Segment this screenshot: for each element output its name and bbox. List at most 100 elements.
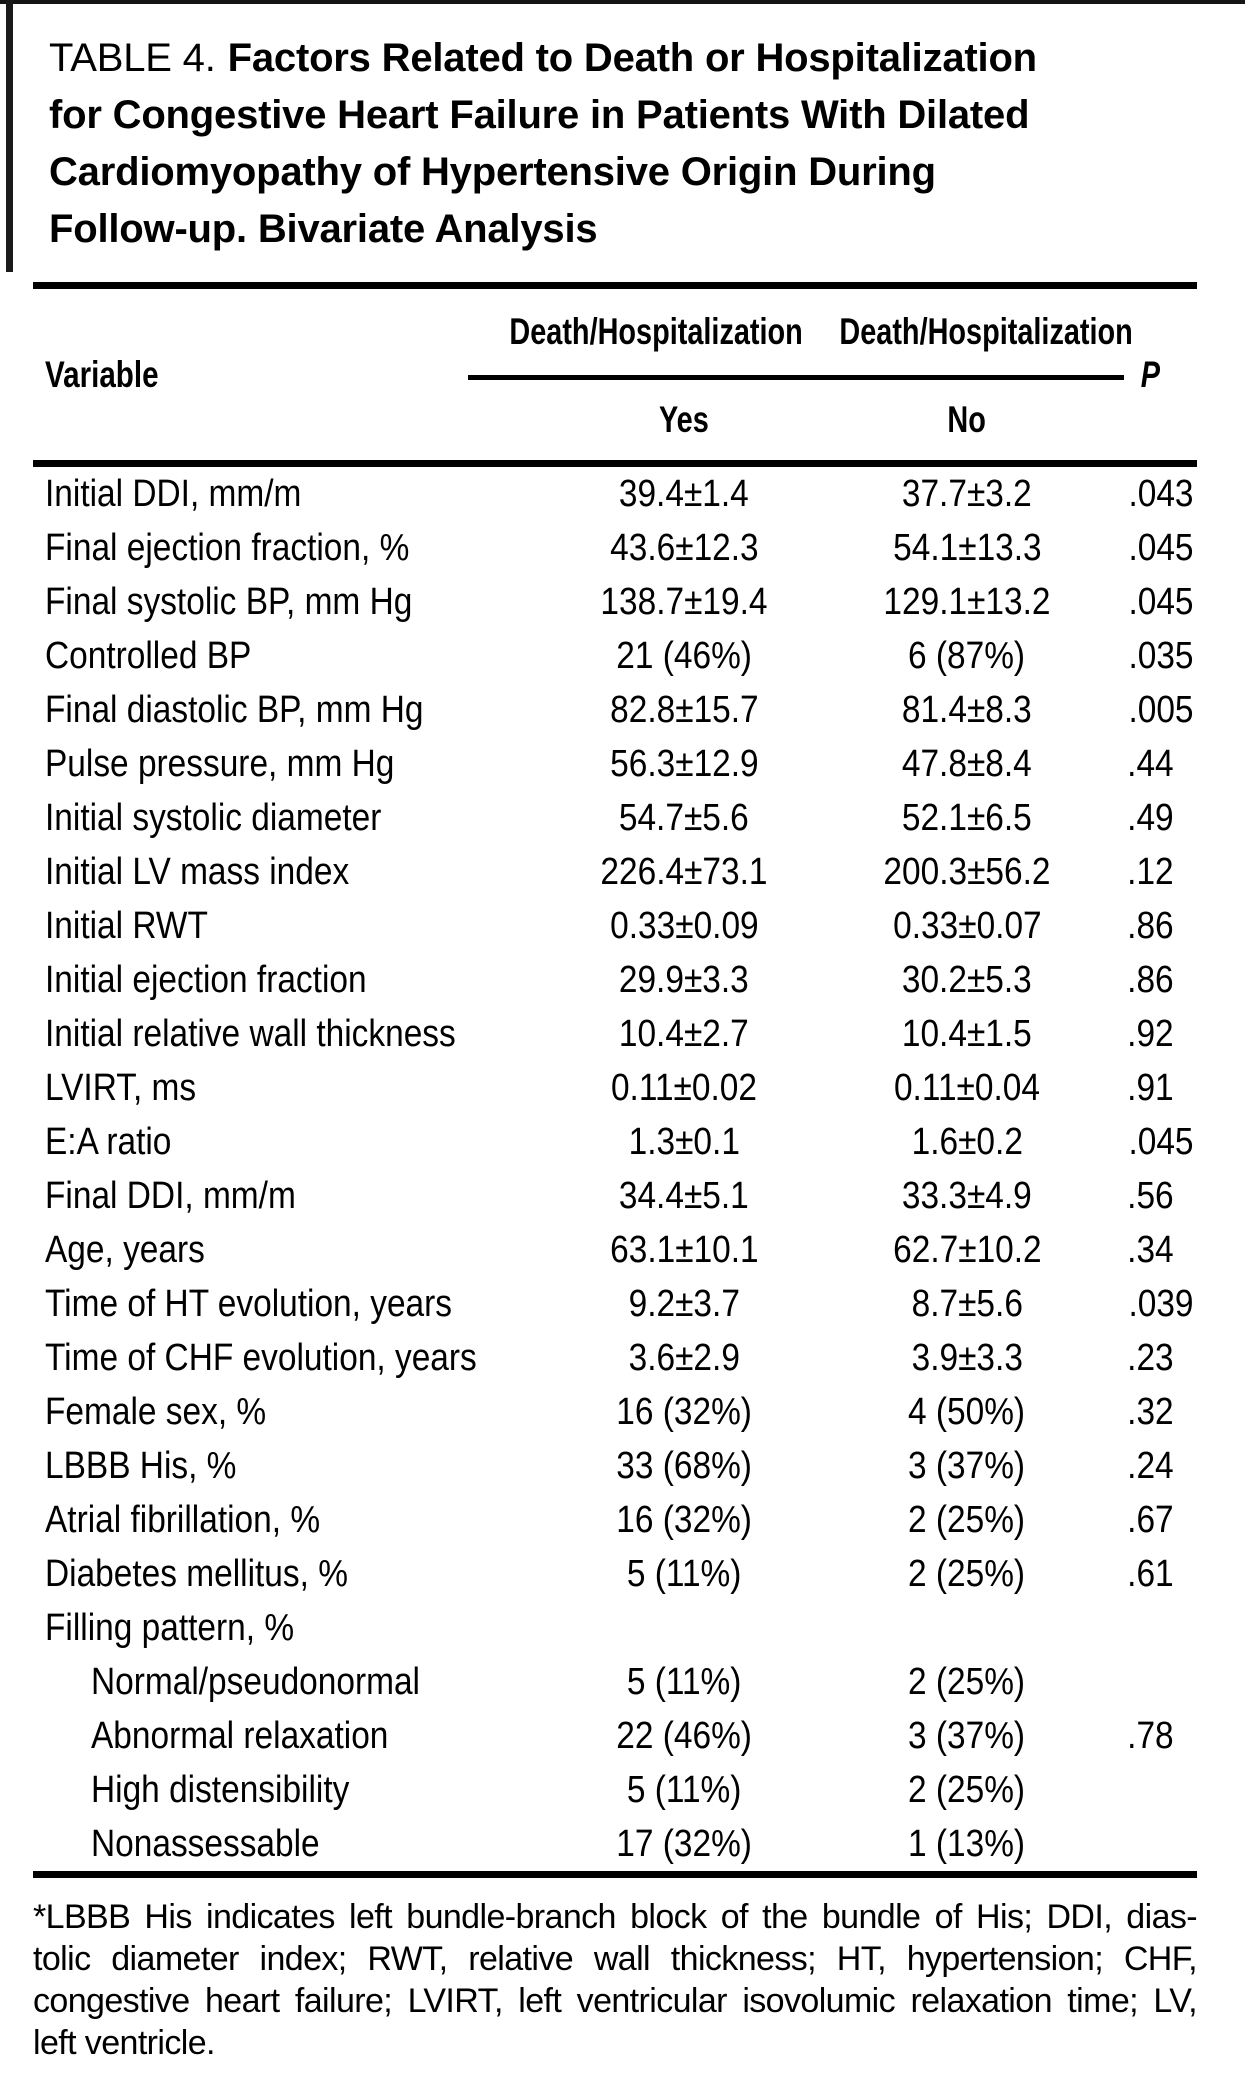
footnote-line: left ventricle.: [33, 2024, 215, 2062]
p-value-cell: .045: [1124, 1115, 1197, 1169]
yes-value-cell-text: 0.11±0.02: [610, 1066, 758, 1109]
no-value-cell: 2 (25%): [798, 1493, 1124, 1547]
table-row: Controlled BP 21 (46%) 6 (87%) .035: [33, 629, 1197, 683]
yes-value-cell-text: 16 (32%): [616, 1390, 752, 1433]
no-value-cell-text: 129.1±13.2: [883, 580, 1051, 623]
p-value-cell: .039: [1124, 1277, 1197, 1331]
yes-value-cell: 43.6±12.3: [468, 521, 798, 575]
yes-value-cell-text: 17 (32%): [616, 1822, 752, 1865]
yes-value-cell: 16 (32%): [468, 1493, 798, 1547]
p-value-cell-text: .91: [1127, 1066, 1174, 1109]
variable-cell: Time of CHF evolution, years: [33, 1331, 477, 1385]
table-row: Final systolic BP, mm Hg 138.7±19.4 129.1±…: [33, 575, 1197, 629]
variable-cell: Pulse pressure, mm Hg: [33, 737, 468, 791]
variable-cell-text: Normal/pseudonormal: [91, 1660, 420, 1703]
yes-value-cell: 54.7±5.6: [468, 791, 798, 845]
no-value-cell-text: 2 (25%): [908, 1660, 1026, 1703]
table-row: Initial DDI, mm/m 39.4±1.4 37.7±3.2 .043: [33, 464, 1197, 522]
p-value-cell: .045: [1124, 521, 1197, 575]
variable-cell: Final systolic BP, mm Hg: [33, 575, 468, 629]
no-value-cell: 200.3±56.2: [798, 845, 1124, 899]
p-value-cell-text: .32: [1127, 1390, 1174, 1433]
variable-cell: Initial ejection fraction: [33, 953, 468, 1007]
no-value-cell-text: 2 (25%): [908, 1498, 1026, 1541]
no-value-cell-text: 10.4±1.5: [902, 1012, 1032, 1055]
no-value-cell-text: 3 (37%): [908, 1444, 1026, 1487]
yes-value-cell-text: 54.7±5.6: [619, 796, 749, 839]
no-value-cell-text: 8.7±5.6: [911, 1282, 1023, 1325]
variable-cell: Final DDI, mm/m: [33, 1169, 468, 1223]
no-value-cell-text: 6 (87%): [908, 634, 1026, 677]
variable-cell: Female sex, %: [33, 1385, 468, 1439]
table-row: Final ejection fraction, % 43.6±12.3 54.1±…: [33, 521, 1197, 575]
yes-value-cell-text: 10.4±2.7: [619, 1012, 749, 1055]
variable-cell-text: LVIRT, ms: [45, 1066, 197, 1109]
p-value-cell: .86: [1124, 953, 1197, 1007]
variable-cell: Final diastolic BP, mm Hg: [33, 683, 468, 737]
yes-value-cell: 226.4±73.1: [468, 845, 798, 899]
yes-value-cell: 56.3±12.9: [468, 737, 798, 791]
no-value-cell: 10.4±1.5: [798, 1007, 1124, 1061]
scan-edge-artifact-left: [6, 0, 13, 272]
no-value-cell-text: 0.33±0.07: [892, 904, 1042, 947]
table-row: Time of CHF evolution, years 3.6±2.9 3.9±3…: [33, 1331, 1197, 1385]
no-value-cell: 52.1±6.5: [798, 791, 1124, 845]
no-value-cell-text: 0.11±0.04: [893, 1066, 1041, 1109]
variable-cell: Final ejection fraction, %: [33, 521, 468, 575]
variable-cell-text: Final ejection fraction, %: [45, 526, 410, 569]
yes-value-cell: 0.33±0.09: [468, 899, 798, 953]
yes-value-cell-text: 39.4±1.4: [619, 472, 749, 515]
variable-cell: Normal/pseudonormal: [33, 1655, 468, 1709]
no-value-cell-text: 3 (37%): [908, 1714, 1026, 1757]
table-row: Initial ejection fraction 29.9±3.3 30.2±5.…: [33, 953, 1197, 1007]
variable-cell-text: Final DDI, mm/m: [45, 1174, 296, 1217]
variable-cell: High distensibility: [33, 1763, 468, 1817]
no-value-cell-text: 47.8±8.4: [902, 742, 1032, 785]
no-value-cell: 3.9±3.3: [798, 1331, 1124, 1385]
variable-cell: Initial systolic diameter: [33, 791, 468, 845]
yes-value-cell-text: 1.3±0.1: [628, 1120, 740, 1163]
p-value-cell: .49: [1124, 791, 1197, 845]
no-value-cell: 81.4±8.3: [798, 683, 1124, 737]
no-value-cell-text: 2 (25%): [908, 1768, 1026, 1811]
table-number-label: TABLE 4.: [49, 36, 216, 80]
yes-value-cell-text: 16 (32%): [616, 1498, 752, 1541]
table-row: Abnormal relaxation 22 (46%) 3 (37%) .78: [33, 1709, 1197, 1763]
yes-value-cell-text: 63.1±10.1: [609, 1228, 759, 1271]
variable-cell-text: LBBB His, %: [45, 1444, 237, 1487]
no-value-cell-text: 37.7±3.2: [902, 472, 1032, 515]
p-value-cell: [1124, 1601, 1197, 1655]
variable-cell-text: Filling pattern, %: [45, 1606, 295, 1649]
paper-table-figure: TABLE 4. Factors Related to Death or Hosp…: [33, 30, 1198, 2064]
p-value-cell-text: .043: [1128, 472, 1194, 515]
variable-cell-text: Initial LV mass index: [45, 850, 350, 893]
p-value-cell: .005: [1124, 683, 1197, 737]
p-value-cell-text: .92: [1127, 1012, 1174, 1055]
variable-cell-text: Initial systolic diameter: [45, 796, 382, 839]
no-value-cell: 0.33±0.07: [798, 899, 1124, 953]
p-value-cell-text: .44: [1127, 742, 1174, 785]
no-value-cell-text: 1.6±0.2: [911, 1120, 1023, 1163]
variable-cell-text: Final diastolic BP, mm Hg: [45, 688, 424, 731]
p-value-cell-text: .005: [1128, 688, 1194, 731]
spanner-header-row: Variable Death/Hospitalization Death/Hos…: [33, 285, 1197, 395]
yes-value-cell-text: 34.4±5.1: [619, 1174, 749, 1217]
no-value-cell: 2 (25%): [798, 1547, 1124, 1601]
no-value-cell: 2 (25%): [798, 1763, 1124, 1817]
yes-value-cell: 5 (11%): [468, 1547, 798, 1601]
variable-cell: E:A ratio: [33, 1115, 468, 1169]
column-header-yes: Yes: [659, 399, 709, 440]
no-value-cell-text: 62.7±10.2: [892, 1228, 1042, 1271]
variable-cell: LVIRT, ms: [33, 1061, 468, 1115]
yes-value-cell-text: 21 (46%): [616, 634, 752, 677]
table-row: Initial LV mass index 226.4±73.1 200.3±56.…: [33, 845, 1197, 899]
p-value-cell: [1124, 1763, 1197, 1817]
table-title: TABLE 4. Factors Related to Death or Hosp…: [49, 30, 1197, 258]
yes-value-cell: 1.3±0.1: [468, 1115, 798, 1169]
p-value-cell-text: .23: [1127, 1336, 1174, 1379]
no-value-cell: 54.1±13.3: [798, 521, 1124, 575]
yes-value-cell: 21 (46%): [468, 629, 798, 683]
variable-cell: Abnormal relaxation: [33, 1709, 468, 1763]
no-value-cell-text: 54.1±13.3: [892, 526, 1042, 569]
yes-value-cell: 10.4±2.7: [468, 1007, 798, 1061]
